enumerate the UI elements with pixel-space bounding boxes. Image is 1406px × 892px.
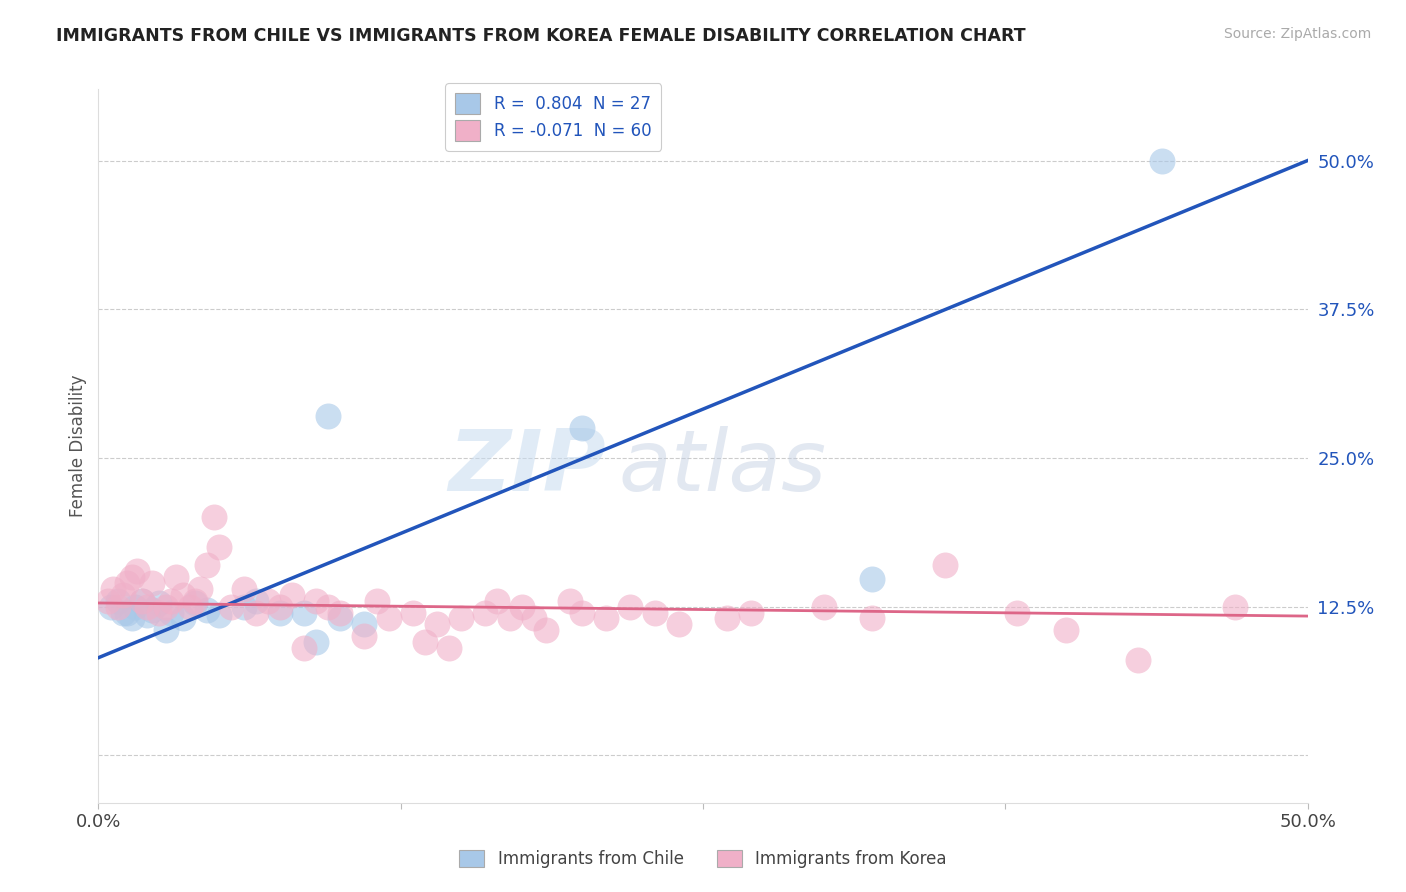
Point [534,624,557,638]
Point [188,582,211,596]
Point [100,599,122,614]
Point [571,421,593,435]
Point [329,606,352,620]
Point [860,611,883,625]
Point [486,593,509,607]
Point [184,593,207,607]
Point [316,409,339,424]
Point [316,599,339,614]
Point [221,599,243,614]
Point [148,596,170,610]
Point [1152,153,1174,168]
Point [595,611,617,625]
Legend: Immigrants from Chile, Immigrants from Korea: Immigrants from Chile, Immigrants from K… [453,843,953,875]
Point [232,599,254,614]
Point [437,641,460,656]
Point [245,593,267,607]
Point [366,593,388,607]
Point [124,599,146,614]
Point [232,582,254,596]
Point [111,588,134,602]
Point [97,593,120,607]
Point [402,606,425,620]
Point [558,593,581,607]
Point [117,575,139,590]
Text: IMMIGRANTS FROM CHILE VS IMMIGRANTS FROM KOREA FEMALE DISABILITY CORRELATION CHA: IMMIGRANTS FROM CHILE VS IMMIGRANTS FROM… [56,27,1026,45]
Point [269,606,291,620]
Point [148,606,170,620]
Point [141,603,163,617]
Point [107,599,129,614]
Point [135,607,157,622]
Point [160,606,183,620]
Point [934,558,956,572]
Point [195,603,218,617]
Point [184,596,207,610]
Point [413,635,436,649]
Point [644,606,666,620]
Point [155,599,177,614]
Point [107,593,129,607]
Point [111,606,134,620]
Point [172,611,194,625]
Point [121,570,143,584]
Point [474,606,496,620]
Point [127,564,149,578]
Point [155,624,177,638]
Point [245,606,267,620]
Point [281,588,304,602]
Point [740,606,762,620]
Point [1054,624,1077,638]
Legend: R =  0.804  N = 27, R = -0.071  N = 60: R = 0.804 N = 27, R = -0.071 N = 60 [446,83,661,151]
Point [165,570,187,584]
Point [131,593,153,607]
Point [668,617,690,632]
Point [208,540,231,554]
Point [117,606,139,620]
Point [860,572,883,586]
Point [813,599,835,614]
Point [135,599,157,614]
Point [1007,606,1029,620]
Text: atlas: atlas [619,425,827,509]
Point [292,641,315,656]
Y-axis label: Female Disability: Female Disability [69,375,87,517]
Point [305,593,328,607]
Point [172,588,194,602]
Point [571,606,593,620]
Point [329,611,352,625]
Point [179,599,201,614]
Point [377,611,399,625]
Point [305,635,328,649]
Point [121,611,143,625]
Point [269,599,291,614]
Point [131,593,153,607]
Point [141,575,163,590]
Point [256,593,278,607]
Point [1128,653,1150,667]
Point [450,611,472,625]
Point [619,599,641,614]
Point [208,607,231,622]
Point [510,599,533,614]
Point [426,617,449,632]
Point [353,617,375,632]
Point [160,593,183,607]
Point [195,558,218,572]
Text: ZIP: ZIP [449,425,606,509]
Point [1223,599,1246,614]
Text: Source: ZipAtlas.com: Source: ZipAtlas.com [1223,27,1371,41]
Point [204,510,226,524]
Point [353,629,375,643]
Point [292,606,315,620]
Point [716,611,738,625]
Point [101,582,124,596]
Point [498,611,520,625]
Point [523,611,546,625]
